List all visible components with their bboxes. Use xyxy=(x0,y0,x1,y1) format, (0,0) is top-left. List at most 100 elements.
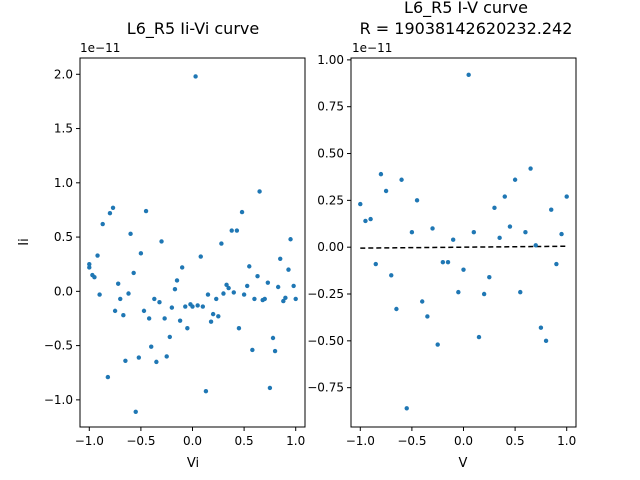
chart-ii-vi-point xyxy=(126,291,131,296)
chart-i-v-ytick-label: −0.75 xyxy=(307,381,344,395)
chart-ii-vi-point xyxy=(241,292,247,297)
chart-ii-vi-spines xyxy=(79,57,306,428)
chart-ii-vi-ytick-label: 1.5 xyxy=(54,122,73,136)
chart-ii-vi-ytick-label: −0.5 xyxy=(44,339,73,353)
chart-i-v-point xyxy=(481,291,487,297)
chart-ii-vi-point xyxy=(288,237,293,242)
chart-ii-vi-xlabel: Vi xyxy=(187,456,199,471)
chart-ii-vi-point xyxy=(293,296,298,302)
chart-ii-vi-point xyxy=(208,319,214,324)
chart-ii-vi-frame xyxy=(79,57,306,428)
chart-i-v-point xyxy=(445,259,451,265)
chart-i-v-point xyxy=(363,218,368,224)
chart-i-v-xtick-label: 1.0 xyxy=(557,434,576,448)
chart-i-v-ticks: −1.0 −0.5 0.0 0.5 1.0 −0.75 −0.50 −0.25 0.00 0.25… xyxy=(307,53,576,448)
chart-ii-vi-point xyxy=(174,278,180,283)
chart-ii-vi-xtick-label: 0.5 xyxy=(235,434,254,448)
chart-ii-vi-point xyxy=(121,313,126,318)
chart-i-v-point xyxy=(414,198,420,203)
chart-ii-vi-point xyxy=(167,334,172,340)
chart-ii-vi-point xyxy=(131,270,136,276)
chart-ii-vi-ytick-label: 2.0 xyxy=(54,67,73,81)
chart-i-v-point xyxy=(549,207,554,212)
chart-ii-vi-point xyxy=(231,290,236,295)
chart-i-v-point xyxy=(523,229,528,235)
chart-ii-vi-point xyxy=(87,265,92,270)
chart-ii-vi-point xyxy=(226,285,231,291)
chart-ii-vi-ytick-label: 0.0 xyxy=(54,284,73,298)
chart-ii-vi-point xyxy=(255,273,260,279)
chart-ii-vi-point xyxy=(123,358,128,363)
chart-ii-vi-point xyxy=(157,299,162,305)
chart-ii-vi-point xyxy=(239,209,245,215)
chart-i-v-point xyxy=(368,216,373,222)
chart-ii-vi-point xyxy=(219,241,224,246)
chart-ii-vi-point xyxy=(198,254,203,259)
chart-i-v-point xyxy=(440,259,446,265)
chart-ii-vi-point xyxy=(200,304,206,309)
chart-ii-vi-point xyxy=(281,298,286,304)
chart-i-v-point xyxy=(487,274,492,280)
chart-ii-vi-point xyxy=(136,355,142,360)
chart-i-v-point xyxy=(404,406,409,411)
chart-ii-vi-xtick-label: −1.0 xyxy=(75,434,104,448)
chart-i-v-spines xyxy=(350,57,577,428)
chart-ii-vi-point xyxy=(190,304,195,309)
chart-ii-vi-point xyxy=(154,359,159,365)
chart-i-v-xtick-label: −0.5 xyxy=(397,434,426,448)
chart-i-v-point xyxy=(394,306,399,312)
chart-ii-vi-point xyxy=(172,286,178,292)
chart-ii-vi-point xyxy=(95,253,100,258)
chart-i-v-point xyxy=(559,231,564,237)
chart-ii-vi-point xyxy=(252,296,257,302)
chart-i-v-point xyxy=(358,201,363,207)
chart-ii-vi-point xyxy=(216,314,221,319)
chart-i-v-point xyxy=(502,194,507,199)
chart-i-v-point xyxy=(389,273,394,278)
chart-i-v-point xyxy=(383,188,389,194)
chart-ii-vi-point xyxy=(105,374,111,380)
chart-i-v-point xyxy=(497,235,502,241)
chart-ii-vi-point xyxy=(265,280,271,285)
chart-i-v-point xyxy=(492,205,497,211)
chart-ii-vi-point xyxy=(183,304,188,309)
chart-i-v-point xyxy=(435,342,440,347)
chart-i-v-point xyxy=(554,261,559,267)
chart-i-v-point xyxy=(518,289,523,295)
chart-ii-vi-point xyxy=(275,284,281,290)
chart-i-v-point xyxy=(466,72,471,78)
chart-ii-vi-point xyxy=(87,262,92,267)
chart-ii-vi-point xyxy=(107,210,113,216)
chart-i-v-ytick-label: 1.00 xyxy=(317,53,344,67)
chart-ii-vi-point xyxy=(152,296,157,302)
chart-i-v-point xyxy=(507,224,513,229)
chart-ii-vi-ytick-label: −1.0 xyxy=(44,393,73,407)
chart-ii-vi-point xyxy=(133,409,138,415)
chart-ii-vi-point xyxy=(250,347,255,353)
chart-i-v-point xyxy=(471,229,477,235)
chart-ii-vi-point xyxy=(210,311,216,317)
chart-ii-vi-xtick-label: 0.0 xyxy=(183,434,202,448)
chart-ii-vi-title: L6_R5 Ii-Vi curve xyxy=(127,19,259,39)
chart-ii-vi-point xyxy=(267,385,273,391)
chart-ii-vi-point xyxy=(92,275,97,280)
chart-i-v-marks xyxy=(358,72,569,411)
chart-ii-vi-point xyxy=(195,303,200,308)
chart-i-v-ytick-label: 0.00 xyxy=(317,240,344,254)
chart-i-v-xlabel: V xyxy=(459,456,468,471)
chart-ii-vi-point xyxy=(146,316,152,321)
chart-i-v-point xyxy=(538,325,544,330)
chart-i-v-ytick-label: 0.75 xyxy=(317,100,344,114)
chart-i-v-xtick-label: 0.0 xyxy=(454,434,473,448)
chart-i-v-point xyxy=(399,177,404,182)
chart-i-v-point xyxy=(564,194,569,199)
chart-ii-vi-point xyxy=(205,292,211,297)
chart-i-v-point xyxy=(409,229,415,235)
chart-ii-vi-xtick-label: −0.5 xyxy=(126,434,155,448)
chart-i-v-ytick-label: 0.50 xyxy=(317,147,344,161)
chart-ii-vi-point xyxy=(162,316,167,321)
chart-ii-vi-point xyxy=(138,251,144,256)
chart-ii-vi-xtick-label: 1.0 xyxy=(286,434,305,448)
chart-i-v-fit-line xyxy=(360,245,567,249)
